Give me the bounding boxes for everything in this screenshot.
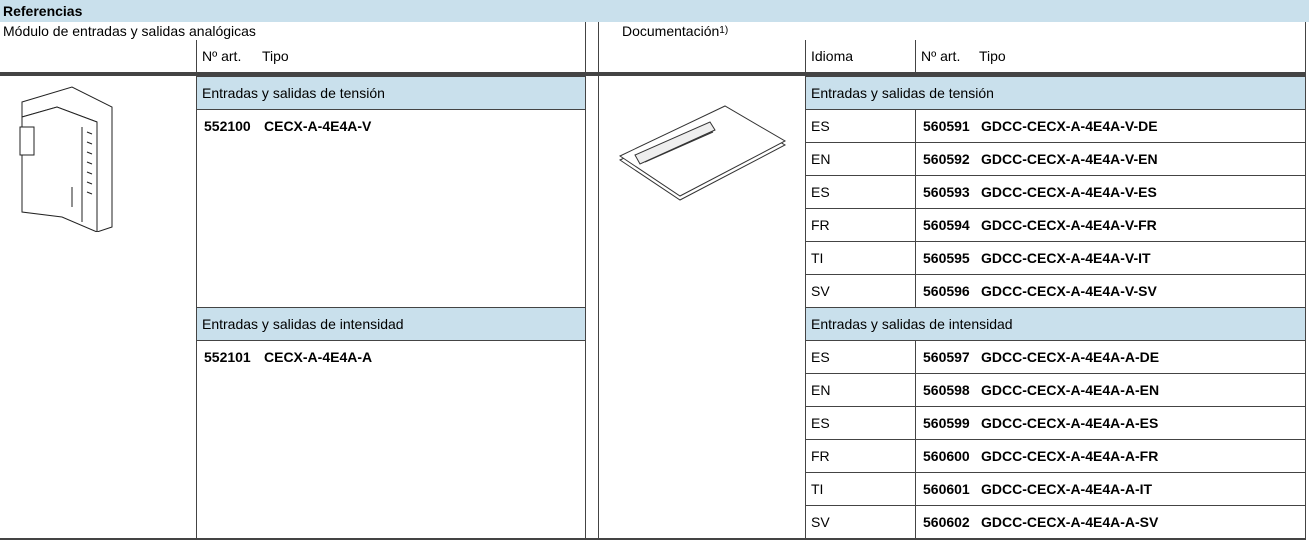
article-number: 560596: [923, 282, 970, 299]
language: SV: [811, 282, 830, 299]
rule: [0, 538, 1306, 540]
type: GDCC-CECX-A-4E4A-V-EN: [981, 150, 1158, 167]
language: EN: [811, 381, 831, 398]
rule: [805, 175, 1305, 176]
type: GDCC-CECX-A-4E4A-V-ES: [981, 183, 1157, 200]
type: CECX-A-4E4A-V: [264, 117, 372, 134]
rule: [598, 22, 599, 538]
article-number: 552100: [204, 117, 251, 134]
rule: [805, 406, 1305, 407]
rule: [805, 208, 1305, 209]
article-number: 560597: [923, 348, 970, 365]
rule: [805, 340, 1305, 341]
article-number: 560591: [923, 117, 970, 134]
language: TI: [811, 480, 824, 497]
type: GDCC-CECX-A-4E4A-V-DE: [981, 117, 1158, 134]
article-number: 560592: [923, 150, 970, 167]
article-number: 560600: [923, 447, 970, 464]
group-header: Entradas y salidas de intensidad: [196, 307, 585, 340]
manual-image: [618, 105, 787, 201]
rule: [805, 241, 1305, 242]
language: FR: [811, 447, 830, 464]
type: GDCC-CECX-A-4E4A-V-FR: [981, 216, 1157, 233]
article-number: 560595: [923, 249, 970, 266]
rule: [915, 40, 916, 72]
article-number: 560602: [923, 513, 970, 530]
column-header: Tipo: [262, 48, 289, 64]
rule: [1305, 22, 1306, 538]
rule: [196, 40, 197, 538]
type: CECX-A-4E4A-A: [264, 348, 373, 365]
language: ES: [811, 414, 830, 431]
rule: [805, 472, 1305, 473]
type: GDCC-CECX-A-4E4A-A-EN: [981, 381, 1160, 398]
type: GDCC-CECX-A-4E4A-A-ES: [981, 414, 1159, 431]
rule: [196, 307, 585, 308]
language: ES: [811, 348, 830, 365]
group-header: Entradas y salidas de tensión: [805, 76, 1305, 109]
article-number: 560598: [923, 381, 970, 398]
language: FR: [811, 216, 830, 233]
article-number: 560599: [923, 414, 970, 431]
type: GDCC-CECX-A-4E4A-A-DE: [981, 348, 1160, 365]
right-title: Documentación 1): [598, 22, 998, 40]
rule: [585, 22, 586, 538]
language: ES: [811, 117, 830, 134]
group-header: Entradas y salidas de tensión: [196, 76, 585, 109]
article-number: 560601: [923, 480, 970, 497]
article-number: 560594: [923, 216, 970, 233]
column-header: Nº art.: [202, 48, 242, 64]
type: GDCC-CECX-A-4E4A-A-FR: [981, 447, 1159, 464]
module-image: [19, 86, 113, 232]
right-title-text: Documentación: [622, 23, 720, 39]
column-header: Tipo: [979, 48, 1006, 64]
article-number: 560593: [923, 183, 970, 200]
rule: [196, 76, 585, 77]
rule: [805, 439, 1305, 440]
rule: [805, 505, 1305, 506]
rule: [805, 142, 1305, 143]
rule: [805, 274, 1305, 275]
type: GDCC-CECX-A-4E4A-V-IT: [981, 249, 1151, 266]
type: GDCC-CECX-A-4E4A-A-SV: [981, 513, 1159, 530]
language: EN: [811, 150, 831, 167]
group-header: Entradas y salidas de intensidad: [805, 307, 1305, 340]
left-title: Módulo de entradas y salidas analógicas: [3, 23, 256, 39]
column-header: Nº art.: [921, 48, 961, 64]
rule: [196, 109, 585, 110]
rule: [805, 76, 1305, 77]
header-title: Referencias: [0, 0, 1309, 22]
rule: [915, 340, 916, 538]
rule: [915, 109, 916, 307]
article-number: 552101: [204, 348, 251, 365]
rule: [0, 72, 1305, 76]
type: GDCC-CECX-A-4E4A-V-SV: [981, 282, 1157, 299]
rule: [805, 373, 1305, 374]
language: SV: [811, 513, 830, 530]
type: GDCC-CECX-A-4E4A-A-IT: [981, 480, 1153, 497]
language: TI: [811, 249, 824, 266]
column-header: Idioma: [811, 48, 854, 64]
footnote: 1): [719, 25, 729, 36]
rule: [805, 307, 1305, 308]
rule: [805, 109, 1305, 110]
language: ES: [811, 183, 830, 200]
rule: [805, 40, 806, 538]
rule: [196, 340, 585, 341]
